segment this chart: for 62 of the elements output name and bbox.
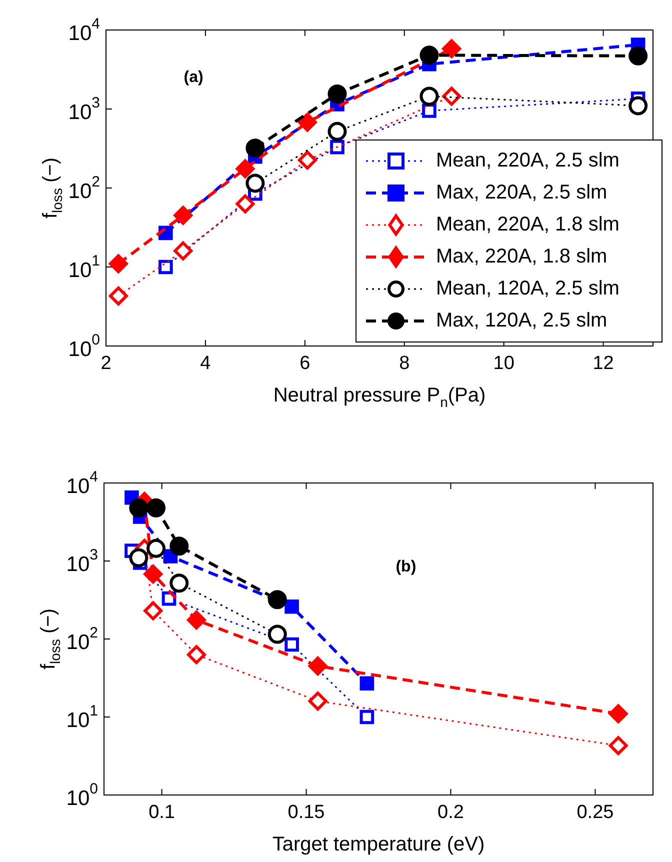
point [420,86,439,106]
x-tick-label: 12 [592,353,614,374]
point [174,206,193,225]
point [360,676,374,691]
point [129,498,148,518]
point [236,194,255,214]
x-tick-label: 4 [200,353,212,374]
point [608,704,628,724]
point [144,564,163,584]
point [308,692,328,711]
point [308,656,328,676]
x-tick-label: 0.25 [576,802,614,824]
point [146,498,166,518]
point [174,241,193,260]
point [422,104,436,118]
point [328,84,347,104]
point [298,150,317,170]
point [144,601,163,620]
point [158,260,173,274]
point [170,574,189,593]
legend-label: Max, 220A, 1.8 slm [436,246,608,268]
x-tick-label: 6 [300,353,310,374]
point [246,174,265,193]
y-axis-title: floss (−) [40,157,65,219]
x-axis-title: Target temperature (eV) [272,834,485,856]
x-tick-label: 2 [100,353,112,374]
point [186,645,206,664]
annotation: (b) [396,558,416,576]
point [129,548,148,568]
point [628,46,648,66]
point [284,637,299,652]
y-axis-title: floss (−) [38,608,63,670]
point [298,112,317,132]
point [186,610,206,630]
x-tick-label: 10 [493,353,514,374]
legend-label: Mean, 120A, 2.5 slm [436,278,620,300]
x-tick-label: 0.15 [288,802,325,824]
point [246,138,265,158]
legend-label: Mean, 220A, 1.8 slm [436,214,620,236]
point [330,140,344,154]
x-tick-label: 0.2 [438,802,464,824]
point [360,710,374,724]
point [420,46,439,65]
annotation: (a) [184,68,204,86]
legend-label: Mean, 220A, 2.5 slm [436,150,620,172]
point [284,599,299,614]
point [442,39,462,58]
legend-label: Max, 120A, 2.5 slm [436,310,608,332]
point [328,122,347,141]
point [268,624,287,644]
point [628,96,648,116]
point [442,86,462,106]
point [108,286,128,306]
point [108,254,128,274]
point [170,536,189,556]
x-tick-label: 8 [399,353,410,374]
legend-label: Max, 220A, 2.5 slm [436,182,608,204]
point [146,538,166,558]
x-tick-label: 0.1 [148,802,176,824]
point [608,736,628,756]
point [268,590,287,610]
point [236,159,255,178]
